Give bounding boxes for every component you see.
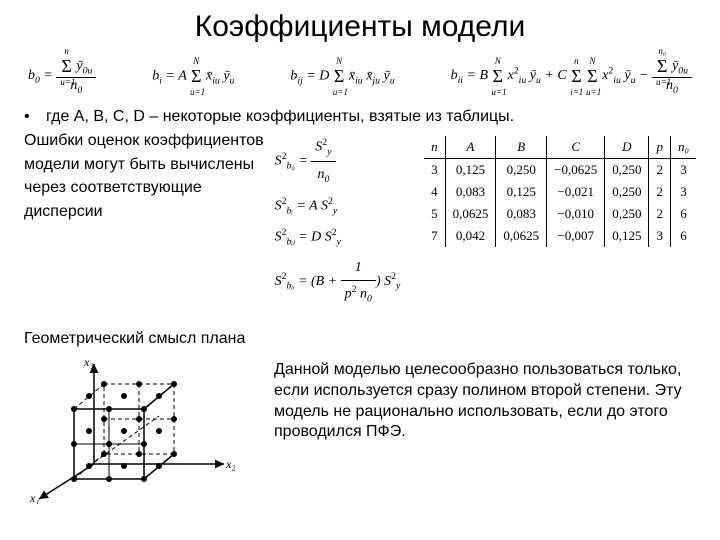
table-row: 30,1250,250−0,06250,25023 bbox=[424, 159, 696, 182]
col-n: n bbox=[424, 136, 445, 159]
lower-block: x₃ x₂ x₁ bbox=[24, 354, 696, 504]
formula-bii: bii = B ΣNu=1 x2iu ȳu + C Σni=1 ΣNu=1 x2… bbox=[451, 56, 692, 96]
var-f3: S2bᵢⱼ = D S2y bbox=[275, 224, 419, 251]
col-D: D bbox=[605, 136, 649, 159]
table-row: 70,0420,0625−0,0070,12536 bbox=[424, 225, 696, 247]
usage-paragraph: Данной моделью целесообразно пользоватьс… bbox=[244, 354, 696, 443]
page-title: Коэффициенты модели bbox=[24, 10, 696, 44]
geometry-label: Геометрический смысл плана bbox=[24, 330, 696, 348]
col-A: A bbox=[445, 136, 496, 159]
table-row: 50,06250,083−0,0100,25026 bbox=[424, 203, 696, 225]
col-n0: n₀ bbox=[670, 136, 696, 159]
error-text-l3: через соответствующие bbox=[24, 177, 271, 199]
table-row: 40,0830,125−0,0210,25023 bbox=[424, 181, 696, 203]
variance-formulas: S2b₀ = S2yn0 S2bᵢ = A S2y S2bᵢⱼ = D S2y … bbox=[271, 130, 419, 312]
axis-x1-label: x₁ bbox=[29, 491, 40, 504]
error-text-l2: модели могут быть вычислены bbox=[24, 154, 271, 176]
formula-row: b0 = Σnu=1 ȳ0u n0 bi = A ΣNu=1 x̄iu ȳu b… bbox=[28, 50, 692, 102]
col-p: p bbox=[649, 136, 671, 159]
axis-x3-label: x₃ bbox=[83, 355, 94, 369]
formula-bij: bij = D ΣNu=1 x̄iu x̄ju ȳu bbox=[290, 66, 394, 87]
table-header-row: n A B C D p n₀ bbox=[424, 136, 696, 159]
middle-block: Ошибки оценок коэффициентов модели могут… bbox=[24, 130, 696, 312]
bullet-text: где A, B, C, D – некоторые коэффициенты,… bbox=[46, 108, 514, 125]
col-B: B bbox=[496, 136, 547, 159]
var-f2: S2bᵢ = A S2y bbox=[275, 193, 419, 220]
error-text-l4: дисперсии bbox=[24, 201, 271, 223]
table-body: 30,1250,250−0,06250,25023 40,0830,125−0,… bbox=[424, 159, 696, 248]
error-text: Ошибки оценок коэффициентов модели могут… bbox=[24, 130, 271, 224]
bullet-line: •где A, B, C, D – некоторые коэффициенты… bbox=[24, 108, 696, 126]
slide: Коэффициенты модели b0 = Σnu=1 ȳ0u n0 bi… bbox=[0, 0, 720, 540]
coefficients-table: n A B C D p n₀ 30,1250,250−0,06250,25023… bbox=[424, 136, 696, 247]
var-f4: S2bᵢᵢ = (B + 1p2 n0) S2y bbox=[275, 255, 419, 308]
error-text-l1: Ошибки оценок коэффициентов bbox=[24, 130, 271, 152]
var-f1: S2b₀ = S2yn0 bbox=[275, 134, 419, 189]
formula-b0: b0 = Σnu=1 ȳ0u n0 bbox=[28, 56, 96, 96]
plan-cube-diagram: x₃ x₂ x₁ bbox=[24, 354, 244, 504]
formula-bi: bi = A ΣNu=1 x̄iu ȳu bbox=[152, 66, 234, 87]
axis-x2-label: x₂ bbox=[225, 457, 236, 471]
col-C: C bbox=[547, 136, 605, 159]
